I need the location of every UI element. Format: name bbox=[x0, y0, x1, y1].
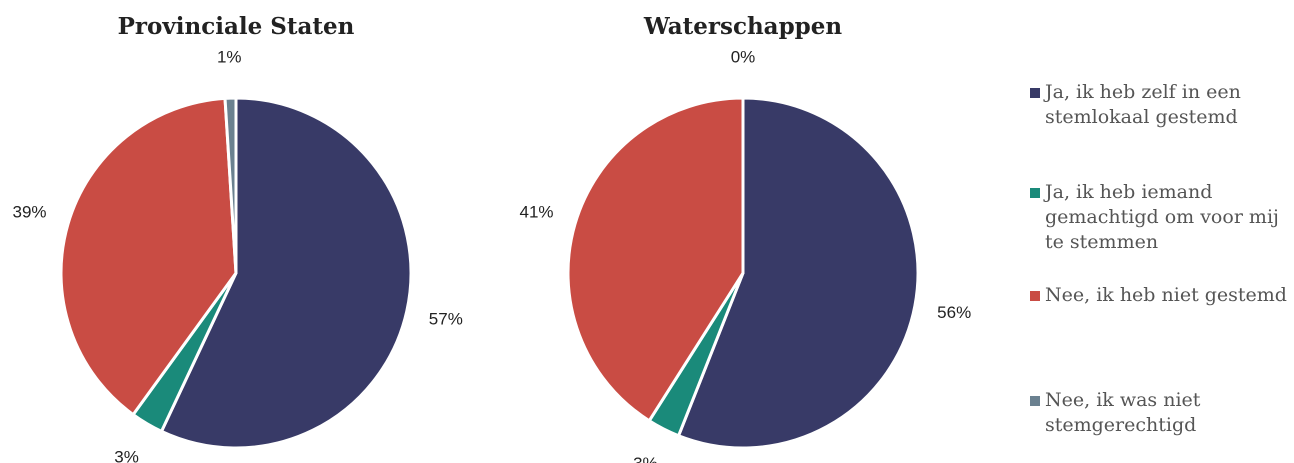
pie-slice bbox=[59, 96, 238, 417]
chart-title: Waterschappen bbox=[643, 13, 842, 40]
legend-label: Nee, ik was niet stemgerechtigd bbox=[1045, 389, 1201, 436]
data-label: 1% bbox=[217, 48, 242, 67]
legend-item: Ja, ik heb zelf in een stemlokaal gestem… bbox=[1030, 80, 1292, 130]
data-label: 39% bbox=[13, 203, 47, 222]
pie-slice bbox=[159, 96, 413, 450]
legend-swatch bbox=[1030, 396, 1040, 406]
legend-item: Ja, ik heb iemand gemachtigd om voor mij… bbox=[1030, 180, 1292, 255]
data-label: 3% bbox=[633, 454, 658, 463]
data-label: 57% bbox=[429, 309, 463, 328]
pie-slice bbox=[676, 96, 920, 450]
pie-slice bbox=[566, 96, 745, 423]
legend-swatch bbox=[1030, 88, 1040, 98]
data-label: 3% bbox=[114, 448, 139, 463]
data-label: 56% bbox=[937, 303, 971, 322]
legend-swatch bbox=[1030, 291, 1040, 301]
legend-label: Nee, ik heb niet gestemd bbox=[1045, 284, 1287, 306]
legend-label: Ja, ik heb zelf in een stemlokaal gestem… bbox=[1045, 81, 1241, 128]
data-label: 41% bbox=[520, 203, 554, 222]
legend-item: Nee, ik heb niet gestemd bbox=[1030, 283, 1292, 308]
legend-label: Ja, ik heb iemand gemachtigd om voor mij… bbox=[1045, 181, 1279, 253]
data-label: 0% bbox=[731, 47, 756, 66]
pie-slice bbox=[223, 96, 238, 274]
legend-swatch bbox=[1030, 188, 1040, 198]
legend-item: Nee, ik was niet stemgerechtigd bbox=[1030, 388, 1292, 438]
chart-title: Provinciale Staten bbox=[118, 13, 355, 40]
charts: Provinciale Staten 57% 3% 39% 1% Waterschappe… bbox=[13, 13, 972, 463]
